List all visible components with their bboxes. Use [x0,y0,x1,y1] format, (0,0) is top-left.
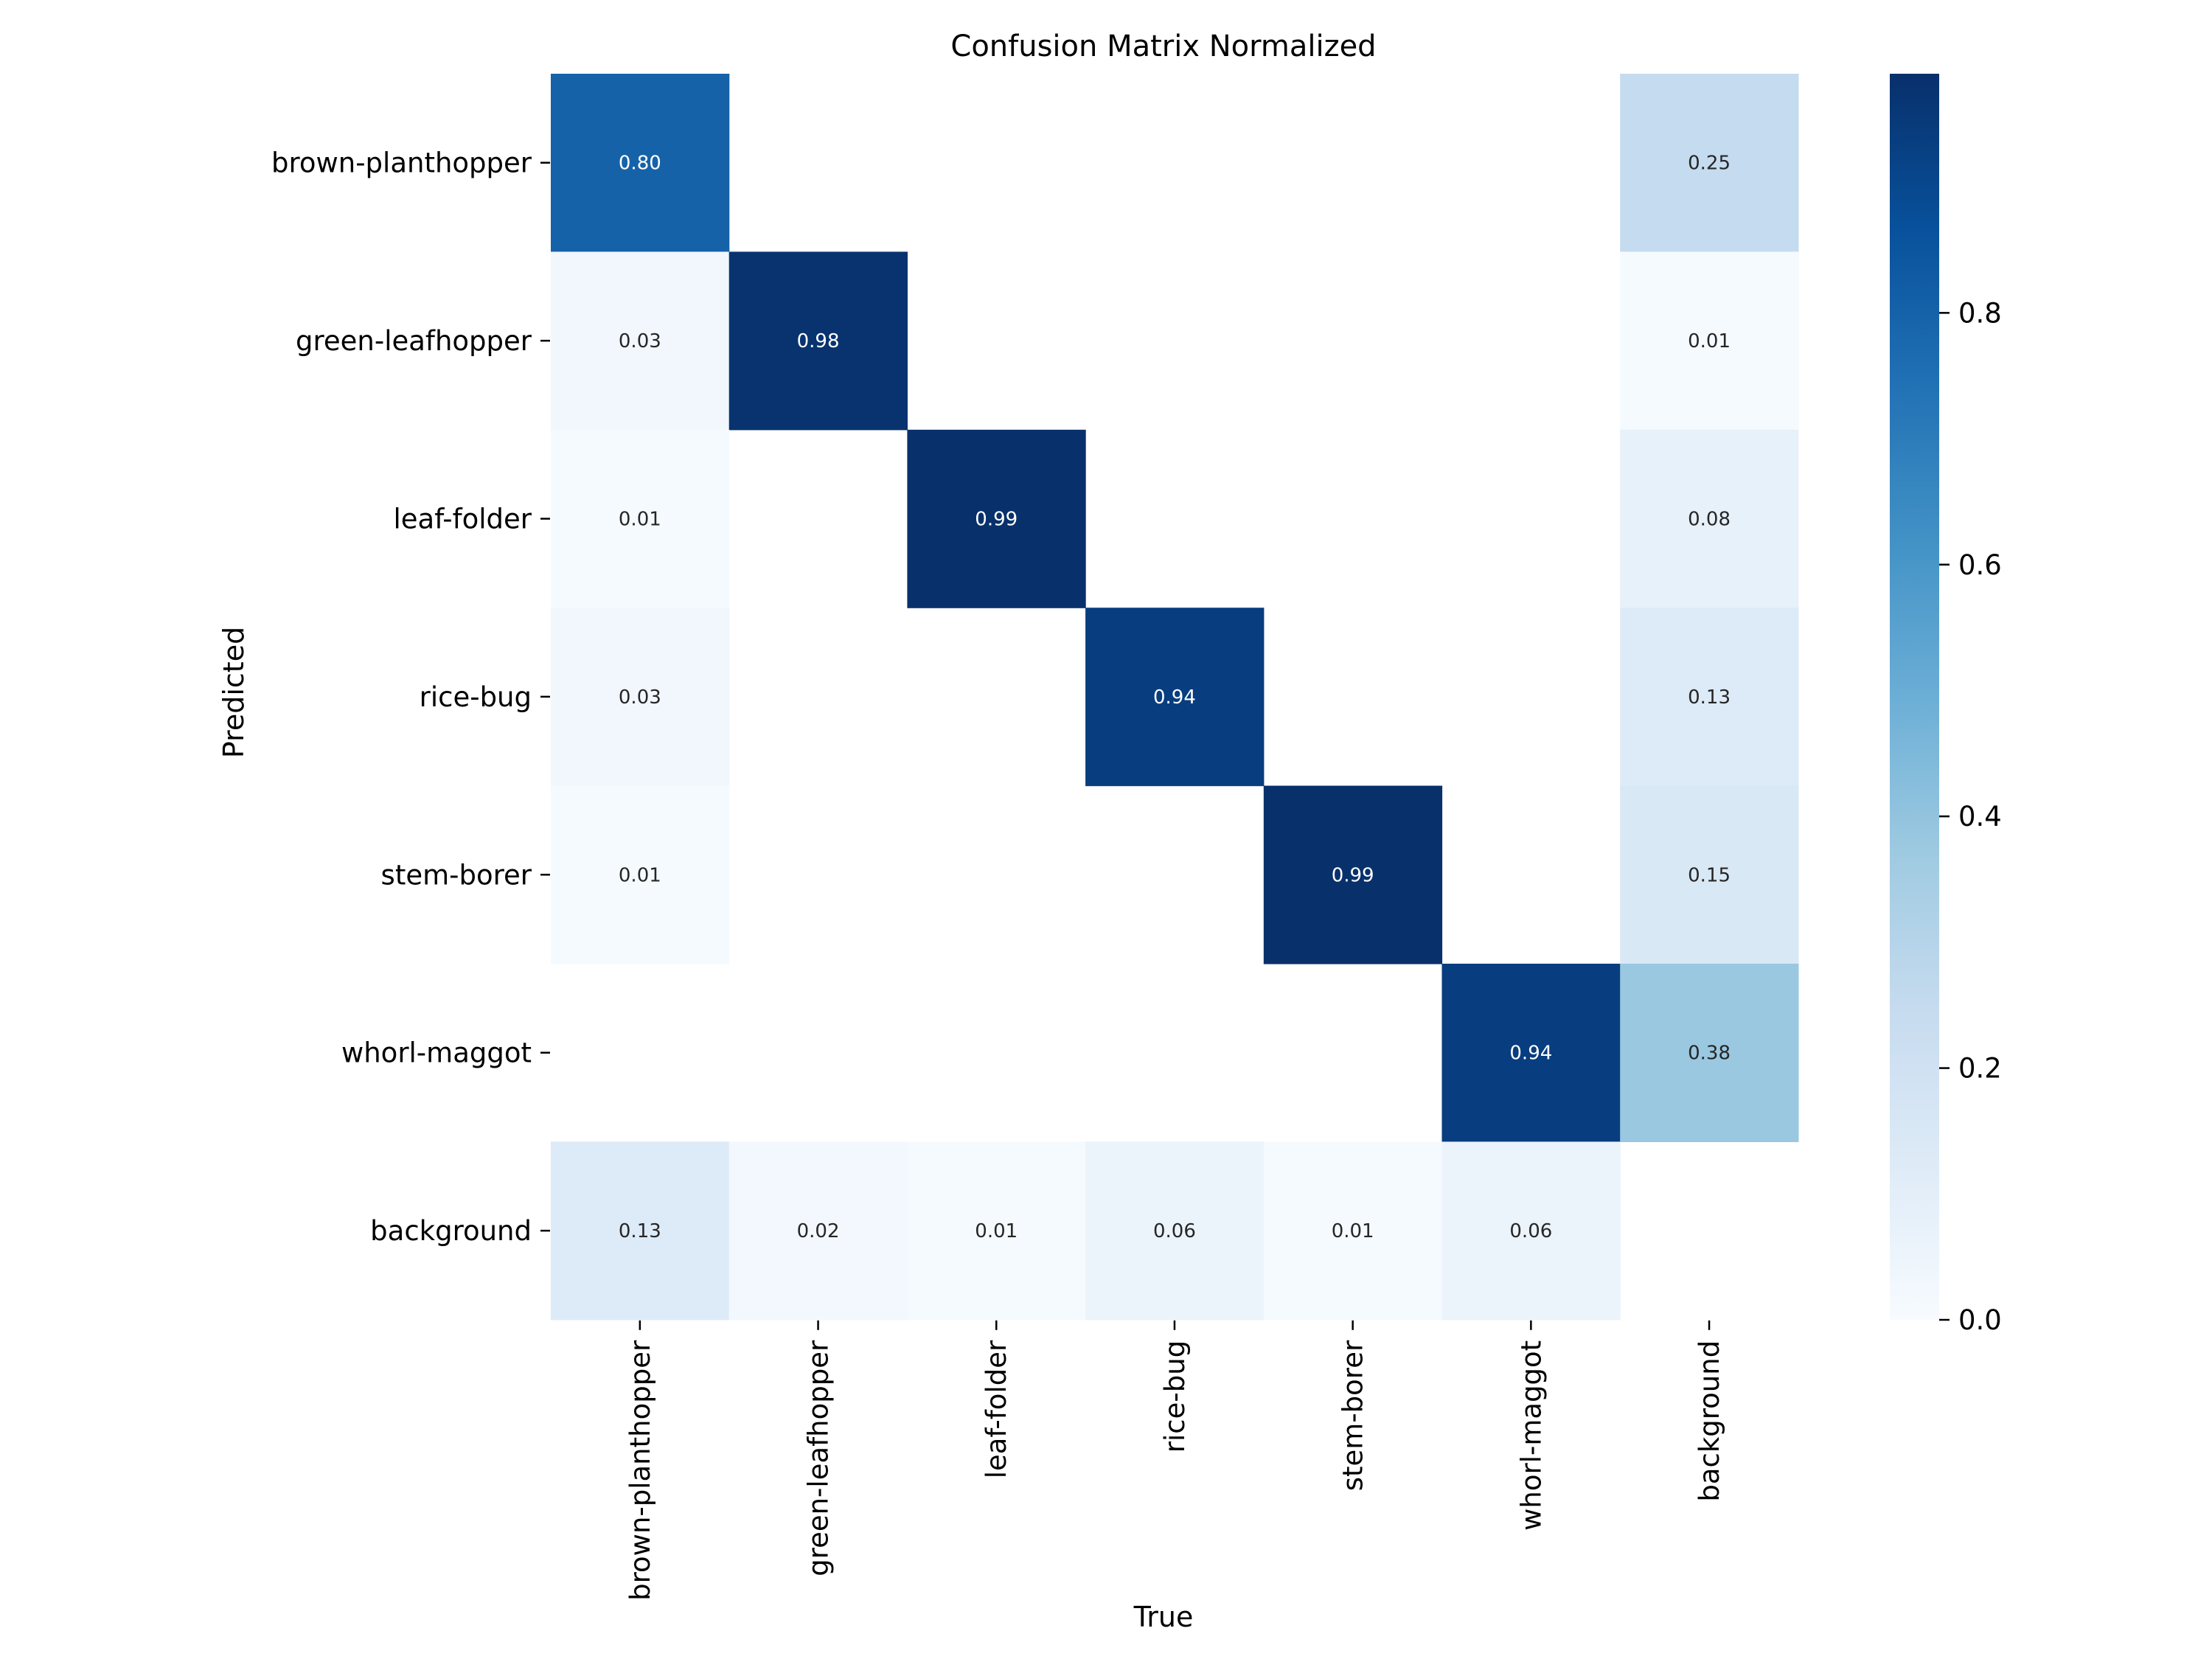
heatmap-cell [907,429,1086,608]
y-tick-label: stem-borer [381,859,532,891]
heatmap-cell [551,608,730,787]
cell-value-label: 0.99 [1332,864,1374,886]
heatmap-cell [907,1141,1086,1321]
y-tick-label: green-leafhopper [296,325,532,357]
x-axis-ticks: brown-planthopper green-leafhopper leaf-fo… [625,1320,1725,1601]
x-tick-label: brown-planthopper [625,1340,656,1601]
cell-value-label: 0.03 [619,330,661,352]
colorbar-tick-label: 0.2 [1958,1053,2002,1085]
x-tick-label: stem-borer [1338,1340,1369,1491]
cell-value-label: 0.25 [1688,153,1731,175]
cell-value-label: 0.13 [619,1220,661,1242]
y-tick-label: background [370,1215,532,1247]
cell-value-label: 0.03 [619,686,661,709]
colorbar [1890,74,1939,1320]
cell-value-label: 0.98 [797,330,840,352]
heatmap-cell [728,251,908,431]
cell-value-label: 0.01 [975,1220,1018,1242]
heatmap-cell [551,74,730,252]
cell-value-label: 0.80 [619,153,661,175]
colorbar-tick-label: 0.0 [1958,1304,2002,1336]
cell-value-label: 0.01 [1332,1220,1374,1242]
heatmap-cell [551,251,730,431]
x-tick-label: whorl-maggot [1515,1340,1547,1531]
heatmap-cells [551,74,1799,1321]
cell-value-label: 0.94 [1153,686,1196,709]
heatmap-cell [1620,251,1799,431]
heatmap-cell-labels: 0.80 0.25 0.03 0.98 0.01 0.01 0.99 0.08 0.03 0.94… [619,153,1731,1242]
cell-value-label: 0.06 [1153,1220,1196,1242]
y-tick-label: whorl-maggot [341,1037,532,1069]
heatmap-cell [1263,1141,1443,1321]
heatmap-cell [1441,964,1621,1142]
x-axis-label: True [1133,1601,1194,1633]
heatmap-cell [551,785,730,964]
colorbar-ticks: 0.0 0.2 0.4 0.6 0.8 [1939,297,2002,1336]
cell-value-label: 0.13 [1688,686,1731,709]
colorbar-tick-label: 0.6 [1958,549,2002,581]
y-tick-label: rice-bug [420,681,532,713]
cell-value-label: 0.94 [1509,1043,1552,1065]
heatmap-cell [1085,608,1265,787]
y-axis-label: Predicted [218,627,250,758]
heatmap-cell [1620,429,1799,608]
cell-value-label: 0.01 [1688,330,1731,352]
cell-value-label: 0.01 [619,509,661,531]
cell-value-label: 0.01 [619,864,661,886]
x-tick-label: background [1694,1340,1725,1502]
heatmap-cell [1263,785,1443,964]
colorbar-tick-label: 0.8 [1958,297,2002,329]
y-tick-label: brown-planthopper [271,147,532,179]
heatmap-cell [1441,1141,1621,1321]
chart-title: Confusion Matrix Normalized [950,29,1376,63]
cell-value-label: 0.99 [975,509,1018,531]
x-tick-label: green-leafhopper [803,1340,835,1576]
heatmap-cell [1620,608,1799,787]
heatmap-cell [1620,785,1799,964]
heatmap-cell [1620,74,1799,252]
x-tick-label: leaf-folder [981,1340,1012,1478]
cell-value-label: 0.08 [1688,509,1731,531]
heatmap-cell [551,429,730,608]
cell-value-label: 0.02 [797,1220,840,1242]
y-axis-ticks: brown-planthopper green-leafhopper leaf-fo… [271,147,550,1247]
heatmap-cell [551,1141,730,1321]
colorbar-tick-label: 0.4 [1958,801,2002,832]
cell-value-label: 0.15 [1688,864,1731,886]
heatmap-cell [728,1141,908,1321]
cell-value-label: 0.38 [1688,1043,1731,1065]
y-tick-label: leaf-folder [394,504,532,535]
cell-value-label: 0.06 [1509,1220,1552,1242]
heatmap-cell [1085,1141,1265,1321]
x-tick-label: rice-bug [1159,1340,1191,1453]
heatmap-cell [1620,964,1799,1142]
